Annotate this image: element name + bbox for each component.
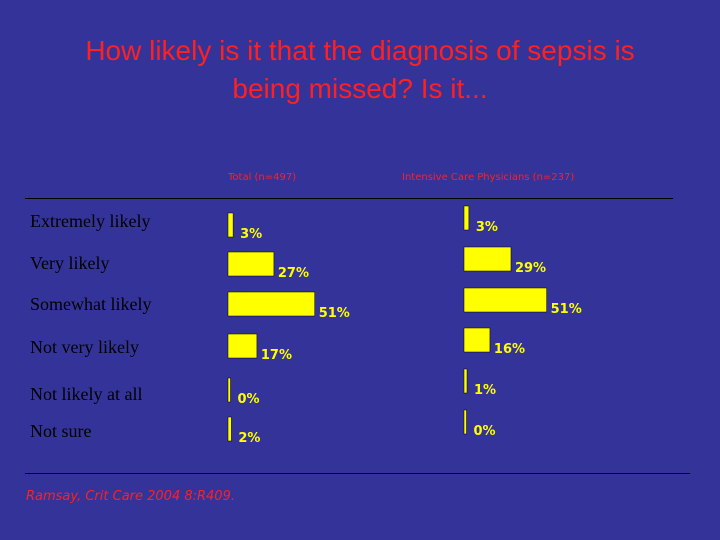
- bar-total-5: [227, 416, 232, 442]
- category-label: Very likely: [30, 253, 110, 273]
- bar-total-0: [227, 212, 234, 238]
- data-label-icu-3: 16%: [494, 342, 525, 357]
- data-label-total-1: 27%: [278, 266, 309, 281]
- slide-title: How likely is it that the diagnosis of s…: [20, 32, 700, 108]
- bar-icu-3: [463, 327, 491, 353]
- panel-title-icu: Intensive Care Physicians (n=237): [402, 172, 575, 183]
- top-rule: [25, 198, 673, 199]
- data-label-icu-5: 0%: [474, 424, 496, 439]
- data-label-icu-0: 3%: [476, 220, 498, 235]
- bar-total-4: [227, 377, 231, 403]
- bar-icu-1: [463, 246, 512, 272]
- panel-title-total: Total (n=497): [228, 172, 297, 183]
- category-label: Not very likely: [30, 337, 139, 357]
- data-label-total-0: 3%: [240, 227, 262, 242]
- category-label: Not sure: [30, 421, 92, 441]
- source-citation: Ramsay, Crit Care 2004 8:R409.: [26, 489, 235, 504]
- category-label: Somewhat likely: [30, 294, 152, 314]
- data-label-icu-2: 51%: [551, 302, 582, 317]
- data-label-total-4: 0%: [238, 392, 260, 407]
- data-label-total-3: 17%: [261, 348, 292, 363]
- title-line-1: How likely is it that the diagnosis of s…: [85, 35, 635, 66]
- data-label-icu-1: 29%: [515, 261, 546, 276]
- data-label-total-5: 2%: [238, 431, 260, 446]
- bar-total-3: [227, 333, 258, 359]
- title-line-2: being missed? Is it...: [232, 73, 488, 104]
- bar-icu-2: [463, 287, 547, 313]
- category-label: Extremely likely: [30, 211, 151, 231]
- bar-icu-0: [463, 205, 470, 231]
- data-label-total-2: 51%: [319, 306, 350, 321]
- bar-total-2: [227, 291, 315, 317]
- data-label-icu-4: 1%: [474, 383, 496, 398]
- bar-icu-4: [463, 368, 468, 394]
- category-label: Not likely at all: [30, 384, 143, 404]
- bar-total-1: [227, 251, 275, 277]
- bottom-rule: [25, 473, 690, 474]
- bar-icu-5: [463, 409, 467, 435]
